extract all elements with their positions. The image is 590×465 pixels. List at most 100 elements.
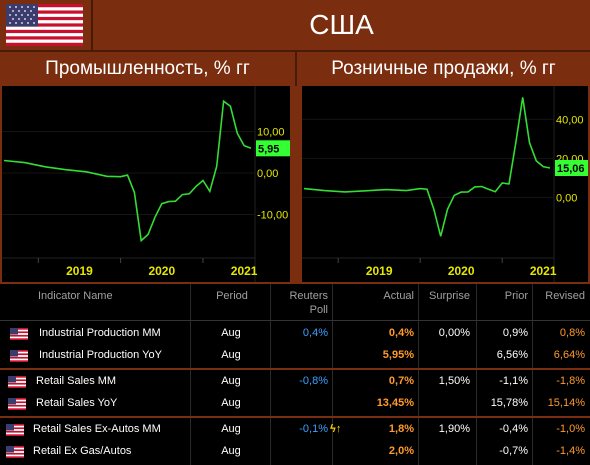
prior-cell: 6,56%	[496, 349, 528, 361]
prior-cell: 0,9%	[502, 327, 528, 339]
period-cell: Aug	[221, 445, 241, 457]
period-cell: Aug	[221, 349, 241, 361]
lightning-alert-icon: ϟ↑	[330, 423, 342, 435]
header-revised: Revised	[545, 290, 585, 302]
header-poll: Poll	[309, 304, 328, 316]
chart-title-industry: Промышленность, % гг	[45, 58, 250, 79]
actual-cell: 13,45%	[376, 397, 414, 409]
table-row[interactable]: Retail Sales YoY Aug 13,45% 15,78% 15,14%	[0, 392, 590, 414]
industry-x-tick-label: 2021	[231, 264, 258, 278]
revised-cell: 0,8%	[559, 327, 585, 339]
page-title: США	[309, 9, 374, 40]
indicator-name: Retail Sales YoY	[36, 397, 118, 409]
period-cell: Aug	[221, 327, 241, 339]
header-prior: Prior	[504, 290, 528, 302]
table-row[interactable]: Retail Sales Ex-Autos MM Aug -0,1% 1,8% 1,90…	[0, 418, 590, 440]
surprise-cell	[410, 344, 470, 366]
column-divider	[190, 284, 191, 465]
revised-cell: 6,64%	[553, 349, 585, 361]
retail-x-tick-label: 2020	[448, 264, 475, 278]
actual-cell: 1,8%	[388, 423, 414, 435]
indicator-name: Industrial Production MM	[39, 327, 161, 339]
chart-title-retail: Розничные продажи, % гг	[331, 58, 556, 79]
poll-cell	[268, 392, 328, 414]
us-flag-icon	[6, 423, 24, 436]
poll-cell	[268, 440, 328, 462]
indicator-name: Retail Sales MM	[36, 375, 117, 387]
revised-cell: -1,4%	[556, 445, 585, 457]
poll-cell: -0,1%	[299, 423, 328, 435]
revised-cell: 15,14%	[547, 397, 585, 409]
period-cell: Aug	[221, 397, 241, 409]
revised-cell: -1,0%	[556, 423, 585, 435]
us-flag-icon	[10, 327, 28, 340]
header-reuters: Reuters	[289, 290, 328, 302]
industry-y-tick-label: 10,00	[257, 127, 285, 139]
indicator-name: Retail Ex Gas/Autos	[33, 445, 132, 457]
group-divider	[0, 416, 590, 418]
us-flag-icon	[8, 375, 26, 388]
industry-last-value-label: 5,95	[258, 143, 279, 155]
retail-y-tick-label: 40,00	[556, 114, 584, 126]
chart-titles-bar: Промышленность, % гг Розничные продажи, …	[0, 50, 590, 86]
chart-industry: 10,00 0,00 -10,00 2019 2020 2021 5,95	[2, 86, 290, 282]
row-divider	[0, 320, 590, 321]
us-flag-icon	[6, 445, 24, 458]
retail-series-line	[303, 97, 551, 237]
table-row[interactable]: Retail Sales MM Aug -0,8% 0,7% 1,50% -1,1% -1,…	[0, 370, 590, 392]
header-bar: США	[0, 0, 590, 50]
header-period: Period	[216, 290, 248, 302]
group-divider	[0, 368, 590, 370]
period-cell: Aug	[221, 375, 241, 387]
surprise-cell	[410, 392, 470, 414]
header-indicator-name: Indicator Name	[38, 290, 113, 302]
retail-x-tick-label: 2021	[530, 264, 557, 278]
surprise-cell	[410, 440, 470, 462]
actual-cell: 5,95%	[382, 349, 414, 361]
industry-y-tick-label: -10,00	[257, 210, 288, 222]
column-divider	[270, 284, 271, 465]
retail-last-value-label: 15,06	[557, 163, 585, 175]
actual-cell: 0,7%	[388, 375, 414, 387]
retail-x-tick-label: 2019	[366, 264, 393, 278]
header-actual: Actual	[383, 290, 414, 302]
us-flag-icon	[10, 349, 28, 362]
column-divider	[532, 284, 533, 465]
actual-cell: 2,0%	[388, 445, 414, 457]
poll-cell	[268, 344, 328, 366]
prior-cell: 15,78%	[490, 397, 528, 409]
header-surprise: Surprise	[429, 290, 470, 302]
retail-last-value-box	[555, 160, 588, 177]
table-row[interactable]: Industrial Production MM Aug 0,4% 0,4% 0,00%…	[0, 322, 590, 344]
column-divider	[418, 284, 419, 465]
indicator-table: Indicator Name Period Reuters Poll Actua…	[0, 284, 590, 465]
indicator-name: Retail Sales Ex-Autos MM	[33, 423, 161, 435]
industry-x-tick-label: 2020	[148, 264, 175, 278]
surprise-cell: 1,50%	[438, 375, 470, 387]
chart-title-divider	[295, 52, 297, 86]
table-row[interactable]: Retail Ex Gas/Autos Aug 2,0% -0,7% -1,4%	[0, 440, 590, 462]
header-divider	[91, 0, 93, 50]
chart-retail: 40,00 20,00 0,00 2019 2020 2021 15,06	[302, 86, 588, 282]
column-divider	[332, 284, 333, 465]
prior-cell: -1,1%	[499, 375, 528, 387]
revised-cell: -1,8%	[556, 375, 585, 387]
chart-industry-svg: 10,00 0,00 -10,00 2019 2020 2021 5,95	[2, 86, 290, 282]
period-cell: Aug	[221, 423, 241, 435]
industry-series-line	[3, 99, 252, 243]
table-row[interactable]: Industrial Production YoY Aug 5,95% 6,56% 6,…	[0, 344, 590, 366]
column-divider	[476, 284, 477, 465]
industry-x-tick-label: 2019	[66, 264, 93, 278]
indicator-name: Industrial Production YoY	[39, 349, 162, 361]
industry-y-tick-label: 0,00	[257, 168, 278, 180]
poll-cell: 0,4%	[302, 327, 328, 339]
industry-last-value-box	[256, 140, 290, 157]
prior-cell: -0,7%	[499, 445, 528, 457]
actual-cell: 0,4%	[388, 327, 414, 339]
surprise-cell: 0,00%	[438, 327, 470, 339]
surprise-cell: 1,90%	[438, 423, 470, 435]
us-flag-icon	[8, 397, 26, 410]
retail-y-tick-label: 0,00	[556, 192, 577, 204]
us-flag-icon	[6, 4, 83, 46]
